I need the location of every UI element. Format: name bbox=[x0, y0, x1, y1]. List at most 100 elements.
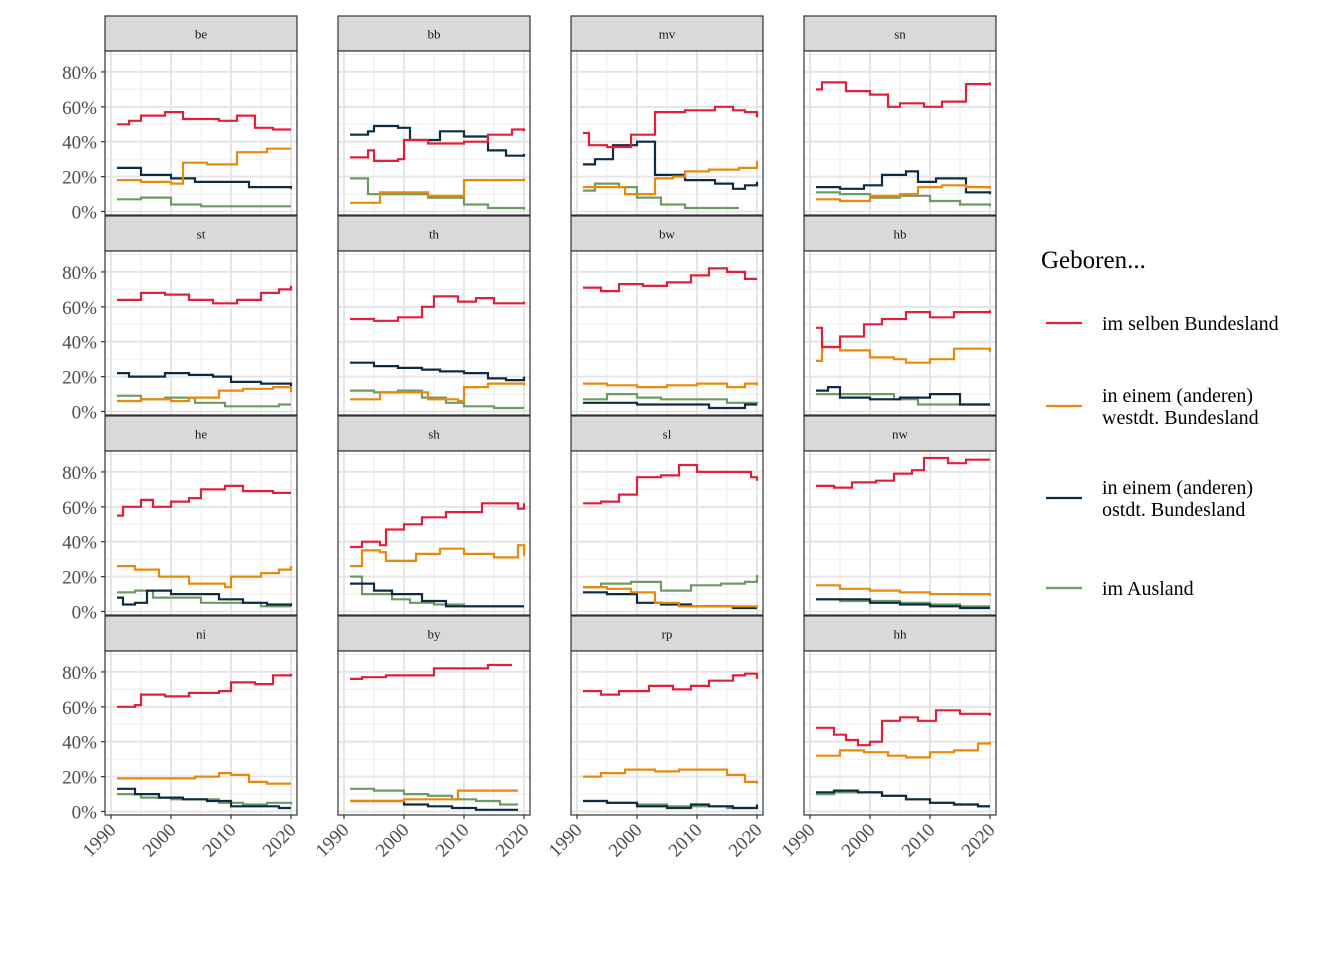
panel-border bbox=[104, 250, 298, 416]
facet-th: th bbox=[337, 215, 531, 416]
facet-by: by 1990 2000 2010 2020 bbox=[312, 615, 534, 862]
facet-label: mv bbox=[659, 27, 676, 42]
x-tick-label: 2010 bbox=[898, 820, 940, 862]
series-line-east bbox=[816, 386, 990, 406]
x-tick-label: 1990 bbox=[545, 820, 587, 862]
series-line-same bbox=[816, 81, 992, 108]
x-tick-label: 2020 bbox=[259, 820, 301, 862]
facet-label: sl bbox=[663, 427, 672, 442]
y-tick-label: 60% bbox=[62, 498, 97, 519]
series-line-east bbox=[117, 787, 291, 810]
x-tick-label: 2020 bbox=[492, 820, 534, 862]
facet-strip bbox=[104, 15, 298, 52]
series-line-west bbox=[350, 544, 526, 568]
y-tick-label: 20% bbox=[62, 768, 97, 789]
y-tick-label: 20% bbox=[62, 168, 97, 189]
facet-strip bbox=[570, 615, 764, 652]
y-tick-label: 40% bbox=[62, 533, 97, 554]
y-tick-label: 20% bbox=[62, 568, 97, 589]
series-line-east bbox=[117, 589, 293, 607]
x-tick-label: 2020 bbox=[725, 820, 767, 862]
series-line-west bbox=[117, 772, 291, 785]
facet-label: hb bbox=[894, 227, 907, 242]
x-tick-label: 2020 bbox=[958, 820, 1000, 862]
facet-st: st 0% 20% 40% 60% 80% bbox=[62, 215, 298, 424]
x-tick-label: 1990 bbox=[778, 820, 820, 862]
facet-label: st bbox=[197, 227, 206, 242]
y-tick-label: 0% bbox=[72, 803, 98, 824]
panel-border bbox=[803, 650, 997, 816]
facet-strip bbox=[337, 415, 531, 452]
series-line-west bbox=[117, 386, 293, 403]
panel-border bbox=[104, 50, 298, 216]
facet-sh: sh bbox=[337, 415, 531, 616]
series-line-abroad bbox=[583, 393, 759, 405]
series-line-east bbox=[350, 582, 524, 608]
y-tick-label: 40% bbox=[62, 333, 97, 354]
facet-strip bbox=[803, 215, 997, 252]
series-line-west bbox=[350, 382, 526, 403]
facet-bw: bw bbox=[570, 215, 764, 416]
series-line-same bbox=[583, 463, 759, 505]
facet-strip bbox=[104, 615, 298, 652]
facet-mv: mv bbox=[570, 15, 764, 216]
series-line-abroad bbox=[583, 182, 739, 210]
series-line-west bbox=[350, 178, 526, 204]
series-line-same bbox=[816, 709, 992, 747]
facet-label: hh bbox=[894, 627, 908, 642]
x-tick-label: 2000 bbox=[139, 820, 181, 862]
x-tick-label: 2000 bbox=[605, 820, 647, 862]
series-line-west bbox=[117, 565, 293, 589]
facet-sl: sl bbox=[570, 415, 764, 616]
facet-label: rp bbox=[662, 627, 673, 642]
series-line-west bbox=[583, 160, 759, 196]
panel-border bbox=[570, 50, 764, 216]
facet-label: be bbox=[195, 27, 208, 42]
series-line-east bbox=[816, 170, 992, 195]
facet-label: sh bbox=[428, 427, 440, 442]
y-tick-label: 80% bbox=[62, 663, 97, 684]
x-tick-label: 2000 bbox=[838, 820, 880, 862]
series-line-east bbox=[350, 124, 526, 157]
y-tick-label: 60% bbox=[62, 698, 97, 719]
series-line-east bbox=[583, 799, 759, 810]
facet-bb: bb bbox=[337, 15, 531, 216]
facet-strip bbox=[570, 15, 764, 52]
facet-be: be 0% 20% 40% 60% 80% bbox=[62, 15, 298, 224]
x-tick-label: 1990 bbox=[312, 820, 354, 862]
series-line-west bbox=[816, 584, 992, 596]
facet-hb: hb bbox=[803, 215, 997, 416]
x-tick-label: 2010 bbox=[199, 820, 241, 862]
series-line-west bbox=[816, 184, 992, 203]
facet-label: nw bbox=[892, 427, 909, 442]
series-line-same bbox=[583, 267, 757, 293]
x-tick-label: 2000 bbox=[372, 820, 414, 862]
series-line-same bbox=[117, 285, 293, 305]
panel-border bbox=[104, 450, 298, 616]
panel-border bbox=[570, 250, 764, 416]
facet-label: by bbox=[428, 627, 442, 642]
facet-strip bbox=[570, 215, 764, 252]
facet-strip bbox=[803, 415, 997, 452]
series-line-east bbox=[117, 166, 293, 189]
y-tick-label: 40% bbox=[62, 133, 97, 154]
facet-label: he bbox=[195, 427, 208, 442]
panel-border bbox=[803, 450, 997, 616]
series-line-abroad bbox=[350, 389, 524, 410]
facet-strip bbox=[104, 215, 298, 252]
panel-border bbox=[337, 650, 531, 816]
series-line-same bbox=[350, 663, 512, 680]
facet-label: sn bbox=[894, 27, 906, 42]
x-tick-label: 1990 bbox=[79, 820, 121, 862]
y-tick-label: 20% bbox=[62, 368, 97, 389]
series-line-abroad bbox=[117, 196, 291, 208]
series-line-same bbox=[350, 295, 526, 322]
y-tick-label: 80% bbox=[62, 263, 97, 284]
facet-sn: sn bbox=[803, 15, 997, 216]
y-tick-label: 0% bbox=[72, 403, 98, 424]
facet-he: he 0% 20% 40% 60% 80% bbox=[62, 415, 298, 624]
facet-strip bbox=[104, 415, 298, 452]
legend-label-same: im selben Bundesland bbox=[1102, 313, 1279, 335]
series-line-same bbox=[816, 310, 992, 349]
